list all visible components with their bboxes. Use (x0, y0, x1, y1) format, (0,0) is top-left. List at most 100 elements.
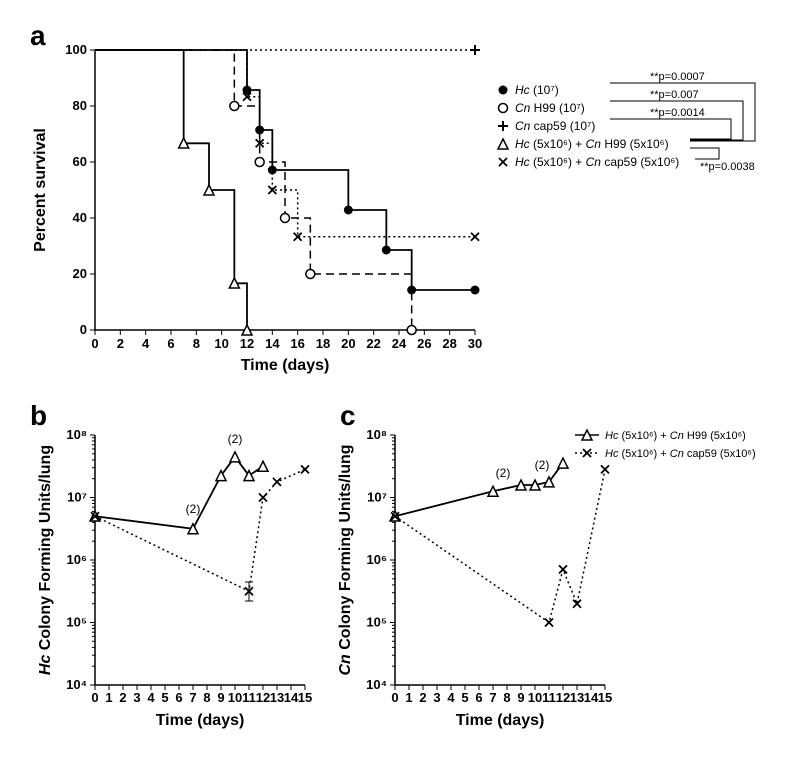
svg-text:6: 6 (175, 690, 182, 705)
series-b-tri (95, 457, 263, 529)
series-hc-cnh99 (95, 50, 247, 330)
svg-text:13: 13 (270, 690, 284, 705)
svg-text:15: 15 (598, 690, 612, 705)
svg-text:22: 22 (366, 336, 380, 351)
svg-text:8: 8 (193, 336, 200, 351)
svg-text:**p=0.0007: **p=0.0007 (650, 71, 705, 83)
svg-text:10⁶: 10⁶ (367, 552, 387, 567)
panel-b-xlabel: Time (days) (156, 712, 245, 729)
svg-text:10⁷: 10⁷ (67, 490, 87, 505)
svg-text:8: 8 (503, 690, 510, 705)
svg-text:Hc (5x10⁶) + Cn cap59 (5x10⁶): Hc (5x10⁶) + Cn cap59 (5x10⁶) (605, 448, 756, 460)
panel-b-xticks: 0 1 2 3 4 5 6 7 8 9 10 11 12 13 14 15 (91, 685, 312, 705)
panel-c-ann1: (2) (496, 466, 511, 480)
panel-a-legend: Hc (10⁷) Cn H99 (10⁷) Cn cap59 (10⁷) Hc … (498, 71, 755, 173)
svg-text:10⁸: 10⁸ (366, 427, 387, 442)
panel-b-ylabel: Hc Colony Forming Units/lung (37, 445, 54, 675)
panel-b-ann2: (2) (228, 432, 243, 446)
svg-text:10⁵: 10⁵ (66, 615, 87, 630)
svg-text:9: 9 (217, 690, 224, 705)
svg-text:28: 28 (442, 336, 456, 351)
panel-a-yticks: 0 20 40 60 80 100 (65, 42, 95, 337)
svg-text:0: 0 (91, 690, 98, 705)
svg-text:5: 5 (161, 690, 168, 705)
svg-text:14: 14 (284, 690, 299, 705)
svg-text:20: 20 (73, 266, 87, 281)
panel-c-yticks: 10⁴ 10⁵ 10⁶ 10⁷ 10⁸ (366, 427, 395, 692)
svg-text:7: 7 (489, 690, 496, 705)
svg-text:**p=0.007: **p=0.007 (650, 89, 699, 101)
svg-text:26: 26 (417, 336, 431, 351)
legend-bc: Hc (5x10⁶) + Cn H99 (5x10⁶) Hc (5x10⁶) +… (575, 425, 775, 485)
figure: a 0 20 40 60 80 100 0 2 4 6 (20, 20, 767, 744)
panel-c-ylabel: Cn Colony Forming Units/lung (337, 444, 354, 675)
svg-text:13: 13 (570, 690, 584, 705)
svg-text:2: 2 (117, 336, 124, 351)
svg-text:40: 40 (73, 210, 87, 225)
svg-text:10: 10 (228, 690, 242, 705)
svg-text:0: 0 (391, 690, 398, 705)
panel-a-xticks: 0 2 4 6 8 10 12 14 16 18 20 22 24 26 28 … (91, 330, 482, 351)
svg-text:14: 14 (265, 336, 280, 351)
svg-text:1: 1 (405, 690, 412, 705)
svg-text:**p=0.0038: **p=0.0038 (700, 161, 755, 173)
svg-text:11: 11 (242, 690, 256, 705)
svg-text:5: 5 (461, 690, 468, 705)
svg-text:10⁶: 10⁶ (67, 552, 87, 567)
svg-text:60: 60 (73, 154, 87, 169)
svg-text:3: 3 (133, 690, 140, 705)
svg-text:15: 15 (298, 690, 312, 705)
svg-text:12: 12 (240, 336, 254, 351)
svg-text:Cn H99 (10⁷): Cn H99 (10⁷) (515, 101, 585, 115)
svg-text:6: 6 (167, 336, 174, 351)
panel-b-chart: 10⁴ 10⁵ 10⁶ 10⁷ 10⁸ 0 1 2 3 4 (30, 420, 330, 740)
svg-text:4: 4 (142, 336, 150, 351)
svg-text:80: 80 (73, 98, 87, 113)
svg-text:2: 2 (419, 690, 426, 705)
panel-c-ann2: (2) (535, 458, 550, 472)
svg-text:10⁴: 10⁴ (66, 677, 87, 692)
svg-text:Hc (5x10⁶) + Cn cap59 (5x10⁶): Hc (5x10⁶) + Cn cap59 (5x10⁶) (515, 155, 679, 169)
svg-text:30: 30 (468, 336, 482, 351)
panel-a-ylabel: Percent survival (32, 128, 49, 252)
svg-text:7: 7 (189, 690, 196, 705)
svg-text:2: 2 (119, 690, 126, 705)
svg-text:20: 20 (341, 336, 355, 351)
svg-text:10: 10 (528, 690, 542, 705)
panel-b-ann1: (2) (186, 502, 201, 516)
svg-text:10⁷: 10⁷ (367, 490, 387, 505)
svg-text:10⁴: 10⁴ (366, 677, 387, 692)
svg-text:Cn cap59 (10⁷): Cn cap59 (10⁷) (515, 119, 595, 133)
panel-a-xlabel: Time (days) (241, 357, 330, 374)
svg-text:18: 18 (316, 336, 330, 351)
svg-text:6: 6 (475, 690, 482, 705)
svg-text:4: 4 (447, 690, 455, 705)
svg-text:0: 0 (91, 336, 98, 351)
svg-text:12: 12 (256, 690, 270, 705)
panel-c-xticks: 0 1 2 3 4 5 6 7 8 9 10 11 12 13 14 15 (391, 685, 612, 705)
svg-text:0: 0 (80, 322, 87, 337)
panel-c-xlabel: Time (days) (456, 712, 545, 729)
series-hc (95, 50, 475, 290)
series-hc-cncap59 (95, 50, 475, 237)
svg-text:12: 12 (556, 690, 570, 705)
svg-text:16: 16 (290, 336, 304, 351)
svg-text:**p=0.0014: **p=0.0014 (650, 107, 705, 119)
svg-text:10: 10 (214, 336, 228, 351)
svg-text:100: 100 (65, 42, 87, 57)
svg-text:24: 24 (392, 336, 407, 351)
svg-text:14: 14 (584, 690, 599, 705)
svg-text:9: 9 (517, 690, 524, 705)
svg-text:Hc (5x10⁶) + Cn H99 (5x10⁶): Hc (5x10⁶) + Cn H99 (5x10⁶) (515, 137, 669, 151)
svg-text:8: 8 (203, 690, 210, 705)
panel-a-chart: 0 20 40 60 80 100 0 2 4 6 8 10 12 14 16 … (20, 30, 767, 380)
svg-text:10⁵: 10⁵ (366, 615, 387, 630)
series-cnh99 (95, 50, 412, 330)
panel-b-yticks: 10⁴ 10⁵ 10⁶ 10⁷ 10⁸ (66, 427, 95, 692)
svg-text:11: 11 (542, 690, 556, 705)
svg-text:4: 4 (147, 690, 155, 705)
svg-text:1: 1 (105, 690, 112, 705)
series-b-x (95, 469, 305, 591)
svg-text:Hc (10⁷): Hc (10⁷) (515, 83, 559, 97)
svg-text:10⁸: 10⁸ (66, 427, 87, 442)
